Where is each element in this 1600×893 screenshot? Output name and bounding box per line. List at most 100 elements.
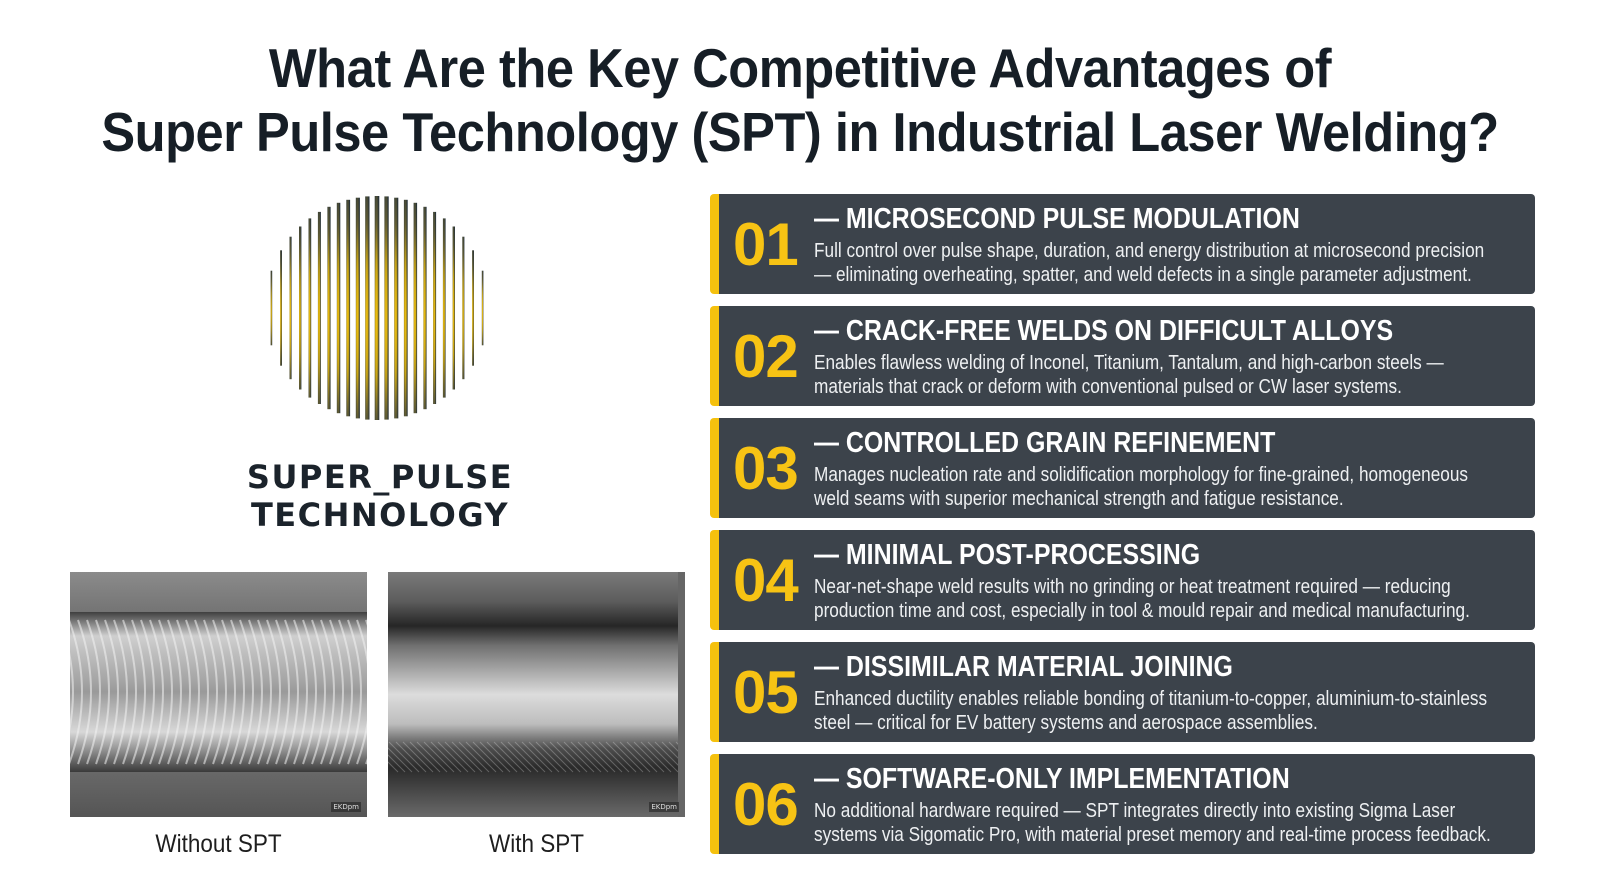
advantage-description: Full control over pulse shape, duration,…	[814, 239, 1515, 287]
weld-ripple	[113, 619, 128, 765]
weld-texture-line	[507, 741, 539, 773]
advantages-list: 01 — MICROSECOND PULSE MODULATION Full c…	[710, 194, 1535, 866]
advantage-card: 02 — CRACK-FREE WELDS ON DIFFICULT ALLOY…	[710, 306, 1535, 406]
weld-texture-line	[640, 741, 672, 773]
advantage-card: 01 — MICROSECOND PULSE MODULATION Full c…	[710, 194, 1535, 294]
scale-bar-label: EKDpm	[331, 802, 361, 812]
description-line: No additional hardware required — SPT in…	[814, 800, 1456, 822]
description-line: Enhanced ductility enables reliable bond…	[814, 688, 1488, 710]
brand-line-2: TECHNOLOGY	[250, 496, 510, 534]
brand-wordmark: SUPER_PULSE TECHNOLOGY	[220, 458, 540, 534]
advantage-number: 02	[733, 323, 799, 390]
description-line: materials that crack or deform with conv…	[814, 376, 1402, 398]
logo-stripe	[462, 236, 465, 380]
weld-ripple	[356, 619, 367, 765]
logo-stripe	[346, 199, 351, 417]
weld-ripple	[95, 619, 110, 765]
advantage-card: 03 — CONTROLLED GRAIN REFINEMENT Manages…	[710, 418, 1535, 518]
description-line: weld seams with superior mechanical stre…	[814, 488, 1344, 510]
logo-stripe	[413, 202, 418, 414]
caption-with-spt: With SPT	[488, 830, 585, 858]
weld-texture-line	[563, 741, 595, 773]
advantage-number: 01	[733, 211, 799, 278]
weld-texture-line	[577, 741, 609, 773]
weld-ripple	[176, 619, 191, 765]
weld-texture-line	[458, 741, 490, 773]
description-line: Manages nucleation rate and solidificati…	[814, 464, 1469, 486]
logo-stripe	[423, 206, 427, 410]
weld-ripple	[185, 619, 200, 765]
weld-texture-line	[598, 741, 630, 773]
weld-texture-line	[493, 741, 525, 773]
weld-ripple	[158, 619, 173, 765]
weld-texture-line	[528, 741, 560, 773]
weld-texture-line	[619, 741, 651, 773]
weld-texture-line	[661, 741, 678, 759]
weld-texture-line	[472, 741, 504, 773]
advantage-description: Manages nucleation rate and solidificati…	[814, 463, 1515, 511]
weld-ripple	[257, 619, 272, 765]
weld-texture-line	[542, 741, 574, 773]
logo-stripe	[280, 250, 282, 366]
description-line: Enables flawless welding of Inconel, Tit…	[814, 352, 1444, 374]
advantage-title: — MICROSECOND PULSE MODULATION	[814, 203, 1300, 235]
caption-without-spt: Without SPT	[155, 830, 282, 858]
page-title-line-1: What Are the Key Competitive Advantages …	[268, 37, 1332, 99]
weld-ripple	[230, 619, 245, 765]
logo-stripe	[433, 211, 437, 404]
page-title: What Are the Key Competitive Advantages …	[64, 36, 1536, 164]
weld-ripple	[104, 619, 119, 765]
weld-ripple	[347, 619, 362, 765]
weld-texture-line	[647, 741, 678, 773]
logo-stripe	[394, 197, 399, 419]
weld-ripple	[266, 619, 281, 765]
weld-texture-line	[591, 741, 623, 773]
logo-stripe	[374, 196, 380, 420]
advantage-number: 04	[733, 547, 799, 614]
weld-ripple	[239, 619, 254, 765]
advantage-description: Enables flawless welding of Inconel, Tit…	[814, 351, 1515, 399]
logo-stripe	[442, 218, 446, 398]
logo-stripe	[317, 211, 321, 404]
weld-texture-line	[556, 741, 588, 773]
logo-stripe	[270, 270, 273, 346]
advantage-title: — MINIMAL POST-PROCESSING	[814, 539, 1201, 571]
advantage-number: 03	[733, 435, 799, 502]
advantage-description: No additional hardware required — SPT in…	[814, 799, 1515, 847]
weld-ripple	[149, 619, 164, 765]
weld-texture-line	[395, 741, 427, 773]
weld-ripple	[284, 619, 299, 765]
description-line: production time and cost, especially in …	[814, 600, 1470, 622]
weld-texture-line	[423, 741, 455, 773]
weld-texture-line	[444, 741, 476, 773]
weld-texture-line	[402, 741, 434, 773]
weld-texture-line	[486, 741, 518, 773]
logo-stripe	[299, 226, 302, 390]
description-line: Full control over pulse shape, duration,…	[814, 240, 1485, 262]
weld-ripple	[86, 619, 101, 765]
brand-line-1: SUPER_PULSE	[246, 458, 514, 496]
advantage-title: — CONTROLLED GRAIN REFINEMENT	[814, 427, 1276, 459]
weld-ripple	[203, 619, 218, 765]
weld-ripple	[320, 619, 335, 765]
description-line: steel — critical for EV battery systems …	[814, 712, 1318, 734]
weld-texture-line	[584, 741, 616, 773]
weld-texture-line	[514, 741, 546, 773]
advantage-description: Enhanced ductility enables reliable bond…	[814, 687, 1515, 735]
weld-ripple	[70, 652, 74, 732]
weld-ripple	[70, 619, 83, 765]
logo-stripe	[472, 250, 474, 366]
weld-ripple	[248, 619, 263, 765]
weld-image-with-spt: EKDpm	[388, 572, 685, 817]
advantage-card: 06 — SOFTWARE-ONLY IMPLEMENTATION No add…	[710, 754, 1535, 854]
advantage-title: — DISSIMILAR MATERIAL JOINING	[814, 651, 1233, 683]
weld-texture-line	[465, 741, 497, 773]
weld-ripple	[275, 619, 290, 765]
weld-ripple	[212, 619, 227, 765]
weld-texture-line	[668, 741, 678, 752]
advantage-number: 05	[733, 659, 799, 726]
logo-stripe	[327, 206, 331, 410]
advantage-description: Near-net-shape weld results with no grin…	[814, 575, 1515, 623]
logo-stripe	[452, 226, 455, 390]
weld-texture-line	[479, 741, 511, 773]
